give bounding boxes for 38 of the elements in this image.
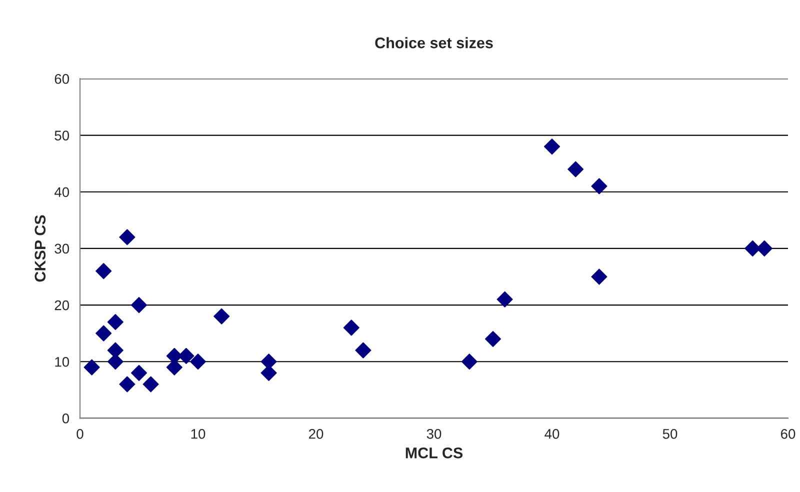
y-tick-label: 50 xyxy=(54,130,70,140)
x-tick-label: 30 xyxy=(426,428,442,439)
point xyxy=(142,376,159,392)
point xyxy=(130,297,148,314)
y-axis-title: CKSP CS xyxy=(34,215,46,282)
x-tick-label: 20 xyxy=(308,428,324,439)
x-tick-label: 0 xyxy=(76,428,84,439)
point xyxy=(484,330,502,348)
point xyxy=(190,354,206,370)
point xyxy=(214,308,230,324)
y-tick-label: 20 xyxy=(54,300,70,310)
point xyxy=(591,178,608,194)
y-tick-label: 10 xyxy=(55,356,70,367)
y-tick-label: 40 xyxy=(54,187,70,198)
point xyxy=(84,359,100,376)
point xyxy=(96,325,112,342)
point xyxy=(591,268,608,285)
x-tick-label: 10 xyxy=(191,428,206,439)
x-tick-label: 40 xyxy=(544,428,560,439)
y-tick-label: 0 xyxy=(62,414,70,424)
point xyxy=(119,229,136,246)
x-tick-label: 50 xyxy=(662,428,678,439)
point xyxy=(178,348,194,364)
y-tick-label: 60 xyxy=(54,74,70,84)
point xyxy=(355,342,372,358)
chart-title: Choice set sizes xyxy=(375,37,493,48)
point xyxy=(568,161,584,178)
point xyxy=(544,138,560,155)
x-axis-title: MCL CS xyxy=(406,448,463,458)
y-tick-label: 30 xyxy=(54,244,70,254)
point xyxy=(461,354,478,370)
point xyxy=(130,364,148,381)
point xyxy=(343,320,360,336)
point xyxy=(107,314,124,330)
point xyxy=(96,263,112,280)
x-tick-label: 60 xyxy=(780,428,796,439)
point xyxy=(496,291,513,308)
point xyxy=(119,376,136,392)
